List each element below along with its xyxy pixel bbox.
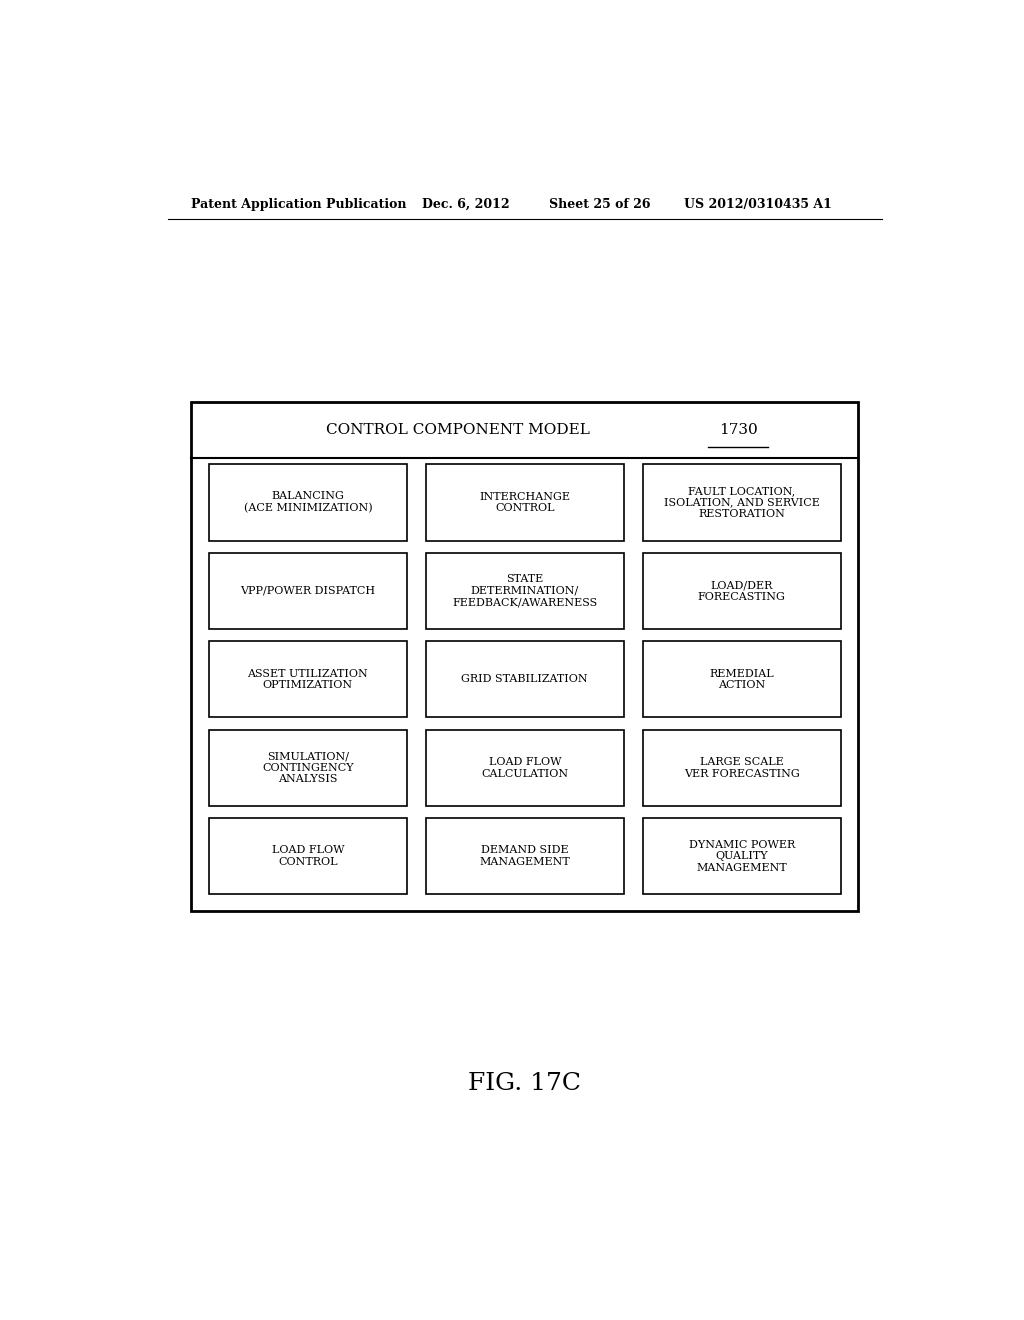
Text: LOAD/DER
FORECASTING: LOAD/DER FORECASTING (697, 579, 785, 602)
FancyBboxPatch shape (643, 818, 841, 894)
Text: 1730: 1730 (719, 424, 758, 437)
FancyBboxPatch shape (426, 465, 624, 541)
FancyBboxPatch shape (209, 642, 407, 718)
Text: DYNAMIC POWER
QUALITY
MANAGEMENT: DYNAMIC POWER QUALITY MANAGEMENT (688, 840, 795, 873)
Text: ASSET UTILIZATION
OPTIMIZATION: ASSET UTILIZATION OPTIMIZATION (248, 668, 369, 690)
Text: VPP/POWER DISPATCH: VPP/POWER DISPATCH (241, 586, 376, 595)
Text: REMEDIAL
ACTION: REMEDIAL ACTION (710, 668, 774, 690)
FancyBboxPatch shape (209, 730, 407, 805)
FancyBboxPatch shape (209, 818, 407, 894)
FancyBboxPatch shape (426, 553, 624, 630)
FancyBboxPatch shape (643, 730, 841, 805)
Text: LOAD FLOW
CALCULATION: LOAD FLOW CALCULATION (481, 756, 568, 779)
FancyBboxPatch shape (643, 642, 841, 718)
Text: CONTROL COMPONENT MODEL: CONTROL COMPONENT MODEL (327, 424, 590, 437)
FancyBboxPatch shape (426, 730, 624, 805)
Text: SIMULATION/
CONTINGENCY
ANALYSIS: SIMULATION/ CONTINGENCY ANALYSIS (262, 751, 353, 784)
FancyBboxPatch shape (191, 403, 858, 911)
Text: LARGE SCALE
VER FORECASTING: LARGE SCALE VER FORECASTING (684, 756, 800, 779)
Text: STATE
DETERMINATION/
FEEDBACK/AWARENESS: STATE DETERMINATION/ FEEDBACK/AWARENESS (453, 574, 597, 607)
Text: LOAD FLOW
CONTROL: LOAD FLOW CONTROL (271, 845, 344, 867)
Text: BALANCING
(ACE MINIMIZATION): BALANCING (ACE MINIMIZATION) (244, 491, 372, 513)
FancyBboxPatch shape (426, 818, 624, 894)
FancyBboxPatch shape (643, 553, 841, 630)
Text: Sheet 25 of 26: Sheet 25 of 26 (549, 198, 650, 211)
Text: US 2012/0310435 A1: US 2012/0310435 A1 (684, 198, 831, 211)
Text: FAULT LOCATION,
ISOLATION, AND SERVICE
RESTORATION: FAULT LOCATION, ISOLATION, AND SERVICE R… (664, 486, 819, 519)
FancyBboxPatch shape (209, 553, 407, 630)
FancyBboxPatch shape (209, 465, 407, 541)
Text: INTERCHANGE
CONTROL: INTERCHANGE CONTROL (479, 491, 570, 513)
FancyBboxPatch shape (643, 465, 841, 541)
Text: GRID STABILIZATION: GRID STABILIZATION (462, 675, 588, 684)
Text: FIG. 17C: FIG. 17C (468, 1072, 582, 1094)
FancyBboxPatch shape (426, 642, 624, 718)
Text: DEMAND SIDE
MANAGEMENT: DEMAND SIDE MANAGEMENT (479, 845, 570, 867)
Text: Dec. 6, 2012: Dec. 6, 2012 (422, 198, 509, 211)
Text: Patent Application Publication: Patent Application Publication (191, 198, 407, 211)
